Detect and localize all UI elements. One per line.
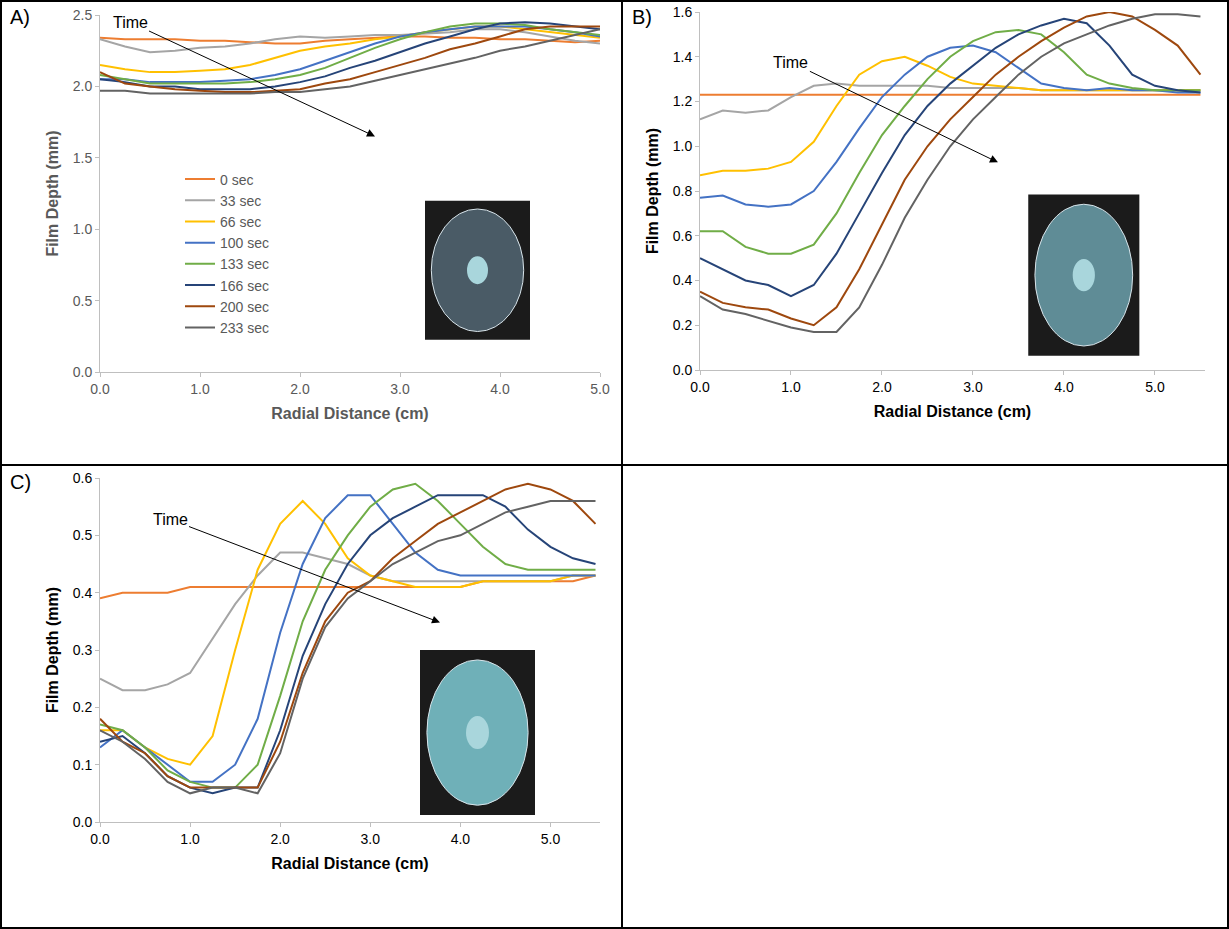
svg-text:200 sec: 200 sec bbox=[220, 299, 269, 315]
svg-text:2.5: 2.5 bbox=[73, 7, 93, 23]
svg-text:2.0: 2.0 bbox=[73, 78, 93, 94]
svg-text:0 sec: 0 sec bbox=[220, 172, 253, 188]
svg-text:Radial Distance (cm): Radial Distance (cm) bbox=[271, 855, 428, 872]
svg-text:233 sec: 233 sec bbox=[220, 320, 269, 336]
svg-text:4.0: 4.0 bbox=[451, 831, 471, 847]
svg-text:100 sec: 100 sec bbox=[220, 235, 269, 251]
svg-text:0.2: 0.2 bbox=[73, 699, 93, 715]
svg-text:Radial Distance (cm): Radial Distance (cm) bbox=[874, 403, 1031, 420]
svg-text:A): A) bbox=[10, 6, 30, 28]
svg-text:2.0: 2.0 bbox=[290, 381, 310, 397]
svg-text:0.0: 0.0 bbox=[73, 364, 93, 380]
svg-text:Film Depth (mm): Film Depth (mm) bbox=[44, 587, 61, 713]
svg-text:0.8: 0.8 bbox=[673, 183, 693, 199]
svg-text:0.5: 0.5 bbox=[73, 527, 93, 543]
svg-text:33 sec: 33 sec bbox=[220, 193, 261, 209]
svg-text:2.0: 2.0 bbox=[270, 831, 290, 847]
svg-text:Time: Time bbox=[153, 511, 188, 528]
svg-text:5.0: 5.0 bbox=[1145, 379, 1165, 395]
svg-text:0.0: 0.0 bbox=[673, 362, 693, 378]
svg-text:1.2: 1.2 bbox=[673, 93, 693, 109]
svg-text:0.0: 0.0 bbox=[690, 379, 710, 395]
svg-text:0.1: 0.1 bbox=[73, 757, 93, 773]
svg-text:0.0: 0.0 bbox=[90, 831, 110, 847]
svg-text:66 sec: 66 sec bbox=[220, 214, 261, 230]
svg-text:B): B) bbox=[632, 6, 652, 28]
svg-text:166 sec: 166 sec bbox=[220, 278, 269, 294]
svg-text:0.6: 0.6 bbox=[73, 470, 93, 486]
svg-text:1.0: 1.0 bbox=[180, 831, 200, 847]
svg-text:133 sec: 133 sec bbox=[220, 256, 269, 272]
svg-text:1.6: 1.6 bbox=[673, 4, 693, 20]
svg-text:C): C) bbox=[10, 471, 31, 493]
svg-text:1.4: 1.4 bbox=[673, 49, 693, 65]
svg-text:Radial Distance (cm): Radial Distance (cm) bbox=[271, 405, 428, 422]
svg-text:0.4: 0.4 bbox=[73, 585, 93, 601]
svg-text:0.5: 0.5 bbox=[73, 293, 93, 309]
svg-text:0.3: 0.3 bbox=[73, 642, 93, 658]
svg-text:3.0: 3.0 bbox=[390, 381, 410, 397]
svg-text:3.0: 3.0 bbox=[963, 379, 983, 395]
svg-text:4.0: 4.0 bbox=[490, 381, 510, 397]
svg-text:3.0: 3.0 bbox=[361, 831, 381, 847]
svg-text:1.0: 1.0 bbox=[73, 221, 93, 237]
svg-text:5.0: 5.0 bbox=[541, 831, 561, 847]
svg-text:0.4: 0.4 bbox=[673, 272, 693, 288]
svg-text:Film Depth (mm): Film Depth (mm) bbox=[44, 130, 61, 256]
svg-text:0.6: 0.6 bbox=[673, 228, 693, 244]
svg-text:0.0: 0.0 bbox=[73, 814, 93, 830]
svg-text:2.0: 2.0 bbox=[872, 379, 892, 395]
svg-text:1.0: 1.0 bbox=[190, 381, 210, 397]
svg-text:0.2: 0.2 bbox=[673, 317, 693, 333]
svg-text:Film Depth (mm): Film Depth (mm) bbox=[644, 128, 661, 254]
svg-text:Time: Time bbox=[773, 54, 808, 71]
svg-text:1.0: 1.0 bbox=[781, 379, 801, 395]
svg-text:1.0: 1.0 bbox=[673, 138, 693, 154]
svg-text:1.5: 1.5 bbox=[73, 150, 93, 166]
svg-text:4.0: 4.0 bbox=[1054, 379, 1074, 395]
svg-text:5.0: 5.0 bbox=[590, 381, 610, 397]
svg-text:0.0: 0.0 bbox=[90, 381, 110, 397]
svg-text:Time: Time bbox=[113, 14, 148, 31]
